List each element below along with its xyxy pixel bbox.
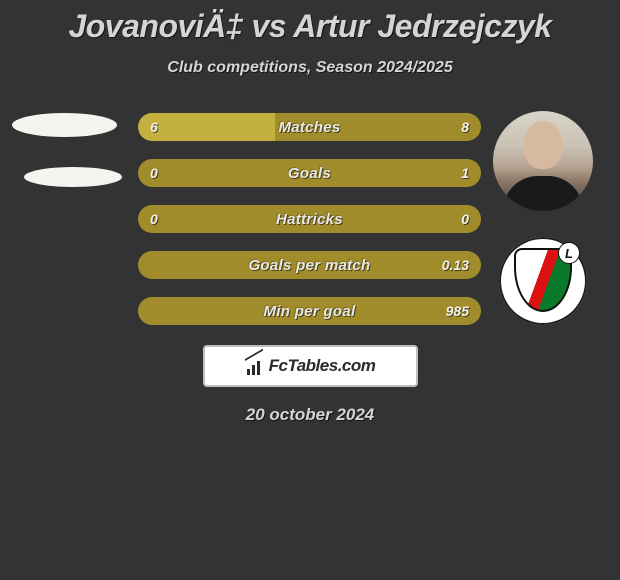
stat-value-right: 8 xyxy=(461,113,469,141)
stat-row: 0Goals1 xyxy=(138,159,481,187)
stat-row: Goals per match0.13 xyxy=(138,251,481,279)
brand-text: FcTables.com xyxy=(269,356,376,376)
stat-row: Min per goal985 xyxy=(138,297,481,325)
brand-box[interactable]: FcTables.com xyxy=(203,345,418,387)
bar-chart-icon xyxy=(245,357,265,375)
stat-value-right: 1 xyxy=(461,159,469,187)
player-right-club-badge: L xyxy=(499,237,587,325)
comparison-card: JovanoviÄ‡ vs Artur Jedrzejczyk Club com… xyxy=(0,0,620,425)
player-right-column: L xyxy=(488,111,598,325)
stat-bars: 6Matches80Goals10Hattricks0Goals per mat… xyxy=(138,113,481,343)
player-left-avatar-placeholder xyxy=(12,113,117,137)
club-badge-graphic: L xyxy=(506,244,580,318)
club-letter-badge: L xyxy=(558,242,580,264)
stat-row: 6Matches8 xyxy=(138,113,481,141)
stat-value-right: 0.13 xyxy=(442,251,469,279)
date-line: 20 october 2024 xyxy=(0,405,620,425)
subtitle: Club competitions, Season 2024/2025 xyxy=(0,59,620,77)
stat-row: 0Hattricks0 xyxy=(138,205,481,233)
stat-label: Matches xyxy=(138,119,481,136)
stat-value-right: 985 xyxy=(446,297,469,325)
stat-value-right: 0 xyxy=(461,205,469,233)
stat-label: Hattricks xyxy=(138,211,481,228)
stat-label: Min per goal xyxy=(138,303,481,320)
player-right-avatar xyxy=(493,111,593,211)
player-left-club-placeholder xyxy=(24,167,122,187)
stats-area: 6Matches80Goals10Hattricks0Goals per mat… xyxy=(0,113,620,343)
stat-label: Goals per match xyxy=(138,257,481,274)
stat-label: Goals xyxy=(138,165,481,182)
page-title: JovanoviÄ‡ vs Artur Jedrzejczyk xyxy=(0,8,620,45)
player-left-column xyxy=(4,113,124,217)
